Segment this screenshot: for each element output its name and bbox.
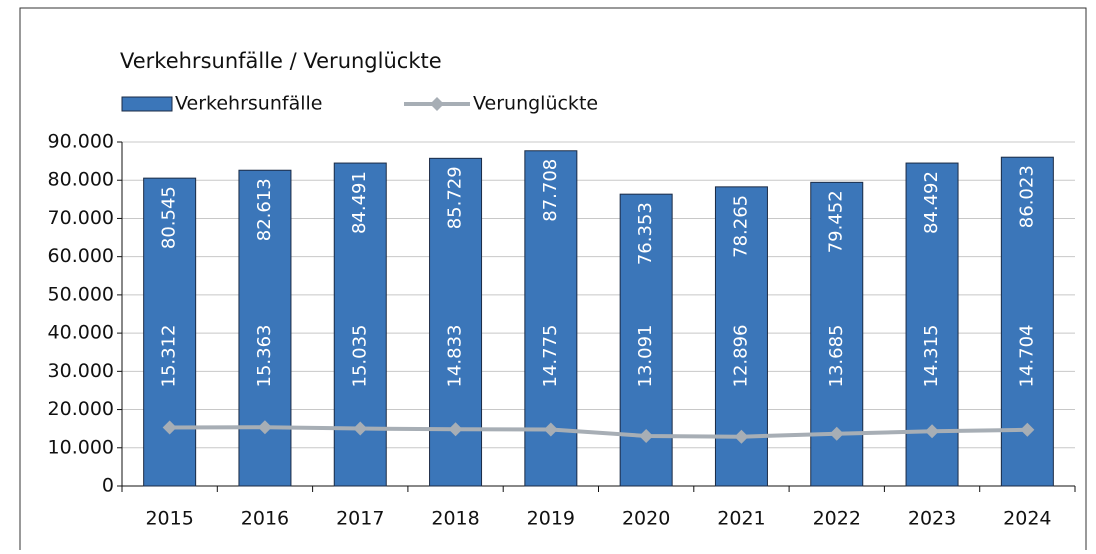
line-marker — [257, 420, 272, 435]
line-marker — [162, 420, 177, 435]
data-label: 14.775 — [540, 325, 561, 388]
y-tick-label: 60.000 — [48, 245, 114, 267]
x-tick-label: 2022 — [813, 508, 861, 530]
data-label: 15.312 — [159, 325, 180, 388]
x-tick-label: 2019 — [527, 508, 575, 530]
data-label: 85.729 — [445, 166, 466, 229]
y-tick-label: 80.000 — [48, 169, 114, 191]
data-label: 87.708 — [540, 159, 561, 222]
line-marker — [925, 424, 940, 439]
line-marker — [639, 428, 654, 443]
line-marker — [543, 422, 558, 437]
data-label: 82.613 — [254, 178, 275, 241]
legend-label: Verkehrsunfälle — [175, 93, 322, 115]
x-tick-label: 2023 — [908, 508, 956, 530]
data-label: 14.833 — [445, 325, 466, 388]
y-tick-label: 20.000 — [48, 398, 114, 420]
y-tick-label: 40.000 — [48, 322, 114, 344]
data-label: 84.491 — [349, 171, 370, 234]
x-tick-label: 2018 — [431, 508, 479, 530]
data-label: 13.091 — [635, 325, 656, 388]
y-tick-label: 0 — [102, 475, 114, 497]
line-marker — [829, 426, 844, 441]
frame — [19, 7, 1087, 554]
y-tick-label: 50.000 — [48, 283, 114, 305]
data-label: 76.353 — [635, 202, 656, 265]
data-label: 13.685 — [826, 325, 847, 388]
x-tick-label: 2017 — [336, 508, 384, 530]
legend-swatch — [430, 97, 444, 111]
bar — [143, 177, 197, 487]
x-tick-label: 2021 — [717, 508, 765, 530]
line-marker — [1020, 422, 1035, 437]
data-label: 79.452 — [826, 190, 847, 253]
data-label: 12.896 — [730, 325, 751, 388]
legend-swatch — [121, 96, 173, 112]
line — [169, 425, 1028, 439]
x-tick-label: 2016 — [241, 508, 289, 530]
data-label: 15.363 — [254, 325, 275, 388]
y-tick-label: 90.000 — [48, 131, 114, 153]
legend-label: Verunglückte — [473, 93, 598, 115]
data-label: 84.492 — [921, 171, 942, 234]
data-label: 14.315 — [921, 325, 942, 388]
x-tick-label: 2024 — [1003, 508, 1051, 530]
data-label: 14.704 — [1016, 325, 1037, 388]
data-label: 86.023 — [1016, 165, 1037, 228]
x-tick-label: 2015 — [145, 508, 193, 530]
x-tick-label: 2020 — [622, 508, 670, 530]
y-tick-label: 70.000 — [48, 207, 114, 229]
chart-title: Verkehrsunfälle / Verunglückte — [120, 49, 442, 73]
data-label: 78.265 — [730, 195, 751, 258]
data-label: 80.545 — [159, 186, 180, 249]
line-marker — [448, 422, 463, 437]
line-marker — [734, 429, 749, 444]
y-tick-label: 30.000 — [48, 360, 114, 382]
y-tick-label: 10.000 — [48, 436, 114, 458]
line-marker — [353, 421, 368, 436]
data-label: 15.035 — [349, 325, 370, 388]
